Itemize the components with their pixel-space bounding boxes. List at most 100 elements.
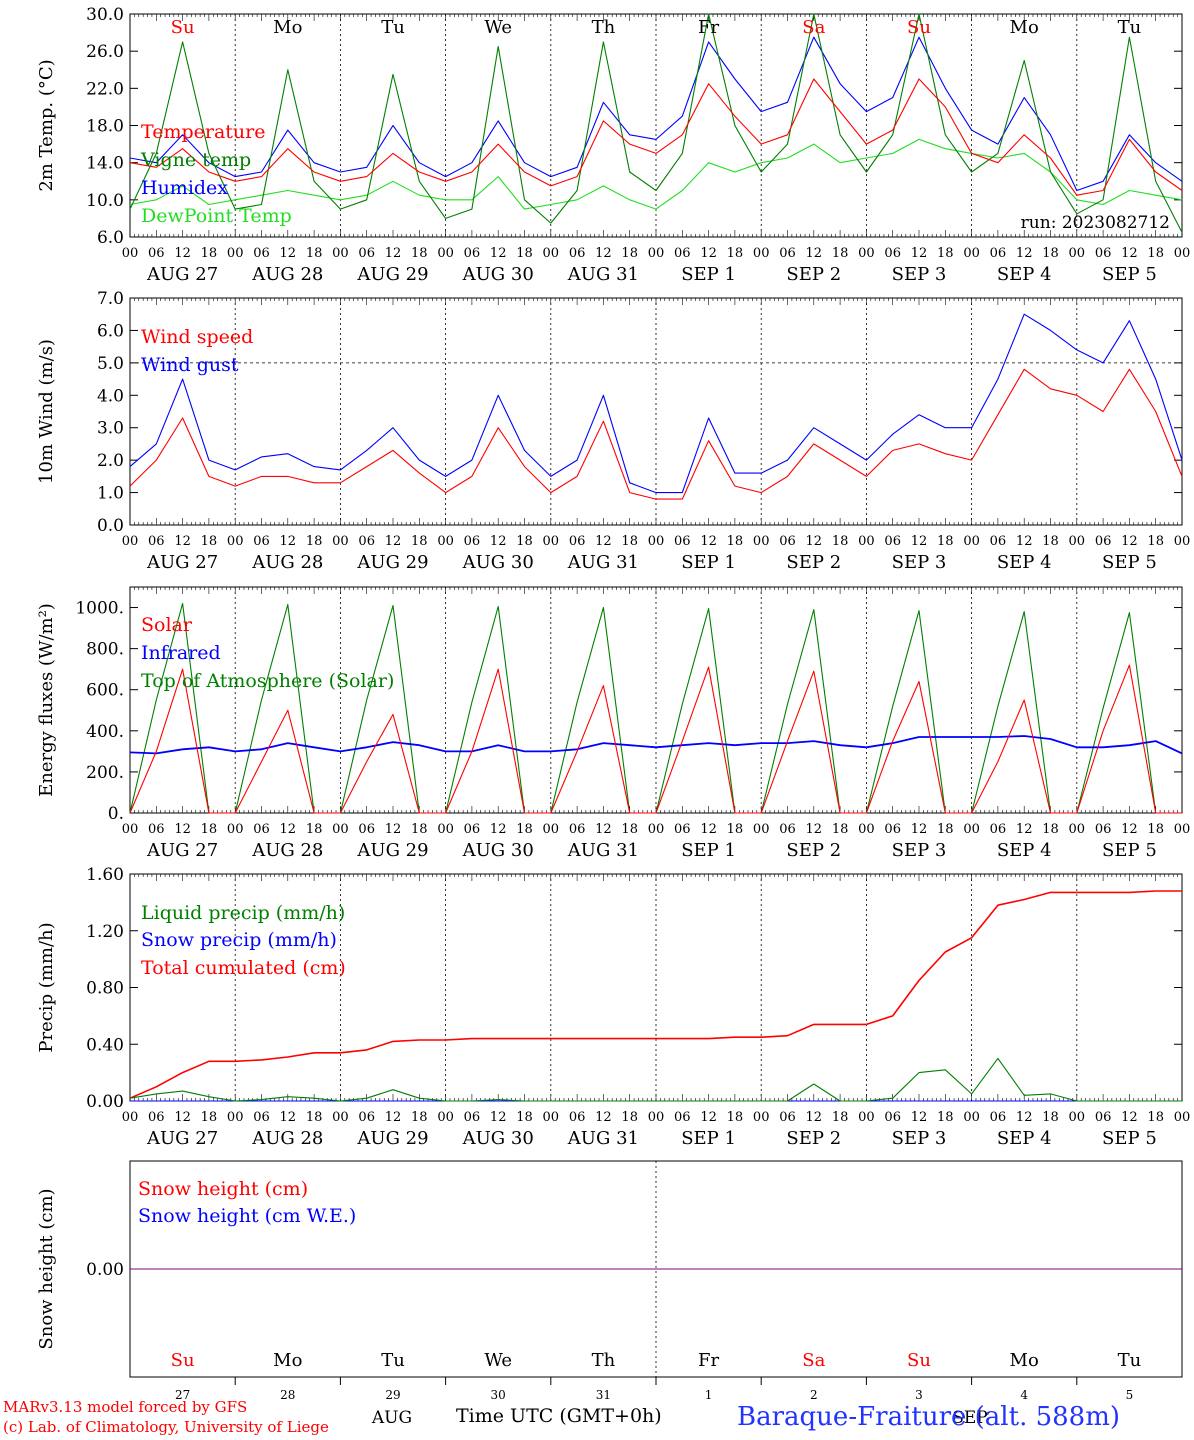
hour-label: 18	[201, 246, 218, 261]
day-number: 4	[1020, 1388, 1028, 1402]
hour-label: 12	[174, 534, 191, 549]
hour-label: 06	[884, 246, 901, 261]
hour-label: 18	[727, 1110, 744, 1125]
hour-label: 00	[1174, 246, 1191, 261]
y-axis-title: 10m Wind (m/s)	[36, 339, 57, 484]
hour-label: 06	[464, 246, 481, 261]
y-tick-label: 0.00	[86, 1260, 124, 1280]
hour-label: 00	[332, 246, 349, 261]
date-label: AUG 31	[567, 840, 639, 861]
hour-label: 00	[122, 822, 139, 837]
date-label: SEP 3	[892, 1128, 947, 1149]
hour-label: 00	[437, 822, 454, 837]
day-label: Th	[592, 17, 616, 38]
date-label: SEP 5	[1102, 840, 1157, 861]
hour-label: 00	[122, 534, 139, 549]
hour-label: 06	[148, 1110, 165, 1125]
date-label: SEP 4	[997, 264, 1052, 285]
hour-label: 06	[569, 822, 586, 837]
date-label: AUG 27	[146, 264, 218, 285]
legend-entry: Snow height (cm W.E.)	[138, 1205, 356, 1227]
date-label: AUG 28	[251, 264, 323, 285]
day-label: Mo	[273, 17, 302, 38]
hour-label: 18	[727, 822, 744, 837]
hour-label: 12	[385, 534, 402, 549]
hour-label: 00	[1174, 1110, 1191, 1125]
hour-label: 00	[648, 822, 665, 837]
hour-label: 06	[990, 1110, 1007, 1125]
hour-label: 18	[516, 1110, 533, 1125]
y-tick-label: 0.0	[97, 516, 124, 536]
hour-label: 12	[700, 534, 717, 549]
date-label: AUG 28	[251, 1128, 323, 1149]
series-line-dewpoint-temp	[129, 138, 1183, 210]
day-label: Tu	[1118, 17, 1142, 38]
day-label: Mo	[1010, 17, 1039, 38]
y-axis-title: 2m Temp. (°C)	[36, 59, 57, 191]
hour-label: 12	[595, 534, 612, 549]
hour-label: 06	[464, 534, 481, 549]
y-tick-label: 10.0	[86, 191, 124, 211]
hour-label: 06	[1095, 1110, 1112, 1125]
hour-label: 18	[727, 534, 744, 549]
series-line-infrared	[129, 735, 1183, 755]
model-credit: MARv3.13 model forced by GFS	[3, 1398, 248, 1416]
day-label: Th	[592, 1350, 616, 1371]
hour-label: 00	[1069, 246, 1086, 261]
hour-label: 12	[806, 1110, 823, 1125]
month-label: SEP	[952, 1408, 988, 1428]
y-tick-label: 4.0	[97, 386, 124, 406]
day-label: Sa	[802, 17, 825, 38]
y-tick-label: 7.0	[97, 289, 124, 309]
date-label: AUG 30	[462, 552, 534, 573]
date-label: SEP 2	[786, 1128, 841, 1149]
hour-label: 00	[437, 246, 454, 261]
hour-label: 06	[884, 534, 901, 549]
series-line-solar	[129, 664, 1182, 814]
day-label: Mo	[1010, 1350, 1039, 1371]
y-tick-label: 18.0	[86, 117, 124, 137]
hour-label: 12	[280, 1110, 297, 1125]
date-label: AUG 31	[567, 552, 639, 573]
hour-label: 12	[385, 1110, 402, 1125]
day-number: 5	[1126, 1388, 1134, 1402]
day-number: 27	[175, 1388, 190, 1402]
hour-label: 00	[963, 534, 980, 549]
date-label: SEP 2	[786, 552, 841, 573]
legend-entry: Vigne temp	[140, 149, 251, 171]
legend-entry: Snow precip (mm/h)	[141, 929, 337, 951]
hour-label: 18	[937, 246, 954, 261]
y-tick-label: 1000.	[75, 599, 124, 619]
hour-label: 18	[201, 534, 218, 549]
hour-label: 12	[280, 534, 297, 549]
date-label: SEP 1	[681, 264, 736, 285]
hour-label: 06	[358, 1110, 375, 1125]
hour-label: 18	[411, 1110, 428, 1125]
station-name: Baraque-Fraiture (alt. 588m)	[737, 1402, 1121, 1432]
date-label: SEP 3	[892, 264, 947, 285]
day-label: Tu	[381, 17, 405, 38]
y-tick-label: 6.0	[97, 228, 124, 248]
hour-label: 12	[1121, 822, 1138, 837]
hour-label: 00	[1174, 822, 1191, 837]
date-label: AUG 29	[356, 840, 428, 861]
hour-label: 06	[464, 822, 481, 837]
hour-label: 12	[595, 822, 612, 837]
hour-label: 18	[306, 246, 323, 261]
date-label: SEP 2	[786, 264, 841, 285]
hour-label: 06	[674, 534, 691, 549]
hour-label: 18	[1042, 1110, 1059, 1125]
series-line-wind-speed	[129, 368, 1183, 500]
hour-label: 12	[1121, 534, 1138, 549]
hour-label: 12	[911, 246, 928, 261]
y-tick-label: 2.0	[97, 451, 124, 471]
hour-label: 06	[1095, 822, 1112, 837]
date-label: SEP 1	[681, 552, 736, 573]
hour-label: 12	[490, 534, 507, 549]
legend-entry: Total cumulated (cm)	[141, 957, 346, 979]
date-label: SEP 1	[681, 1128, 736, 1149]
hour-label: 12	[280, 822, 297, 837]
hour-label: 06	[253, 534, 270, 549]
series-line-humidex	[129, 36, 1183, 192]
y-tick-label: 22.0	[86, 79, 124, 99]
